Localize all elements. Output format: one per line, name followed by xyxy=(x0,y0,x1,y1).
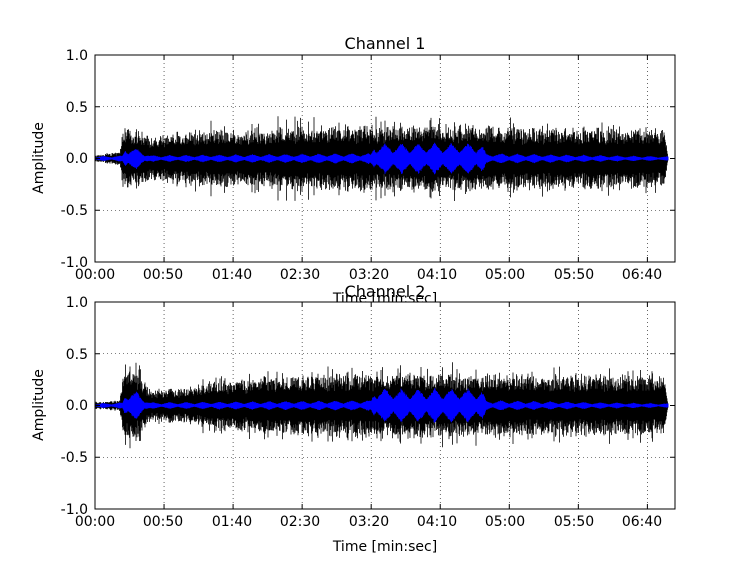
y-tick-label: -1.0 xyxy=(61,255,88,271)
x-tick-label: 01:40 xyxy=(212,267,252,283)
x-tick-label: 03:20 xyxy=(349,267,389,283)
y-tick-label: -1.0 xyxy=(61,502,88,518)
y-axis-label: Amplitude xyxy=(31,369,47,441)
x-tick-label: 00:00 xyxy=(75,267,115,283)
x-tick-label: 05:00 xyxy=(485,514,525,530)
chart-channel-1: Channel 1 Time [min:sec] Amplitude 1.0 0… xyxy=(31,34,676,307)
x-tick-label: 00:50 xyxy=(143,514,183,530)
y-tick-label: 0.5 xyxy=(66,347,88,363)
x-axis-label: Time [min:sec] xyxy=(332,539,437,555)
y-tick-label: -0.5 xyxy=(61,203,88,219)
y-axis-label: Amplitude xyxy=(31,122,47,194)
x-tick-label: 06:40 xyxy=(622,514,662,530)
chart-title: Channel 2 xyxy=(345,282,426,301)
x-tick-label: 00:00 xyxy=(75,514,115,530)
x-tick-label: 03:20 xyxy=(349,514,389,530)
x-tick-label: 05:00 xyxy=(485,267,525,283)
ticks-channel-1 xyxy=(94,54,675,263)
y-tick-label: 0.5 xyxy=(66,100,88,116)
x-tick-label: 06:40 xyxy=(622,267,662,283)
x-tick-label: 02:30 xyxy=(280,514,320,530)
x-tick-label: 01:40 xyxy=(212,514,252,530)
y-tick-label: 0.0 xyxy=(66,151,88,167)
x-tick-label: 00:50 xyxy=(143,267,183,283)
x-tick-label: 02:30 xyxy=(280,267,320,283)
x-tick-label: 05:50 xyxy=(554,514,594,530)
chart-title: Channel 1 xyxy=(345,34,426,53)
y-tick-label: 1.0 xyxy=(66,48,88,64)
y-tick-label: 1.0 xyxy=(66,295,88,311)
x-tick-label: 04:10 xyxy=(417,514,457,530)
y-tick-label: -0.5 xyxy=(61,450,88,466)
x-tick-label: 05:50 xyxy=(554,267,594,283)
y-tick-label: 0.0 xyxy=(66,398,88,414)
chart-channel-2: Channel 2 Time [min:sec] Amplitude 1.0 0… xyxy=(31,282,676,555)
x-tick-label: 04:10 xyxy=(417,267,457,283)
ticks-channel-2 xyxy=(94,301,675,510)
